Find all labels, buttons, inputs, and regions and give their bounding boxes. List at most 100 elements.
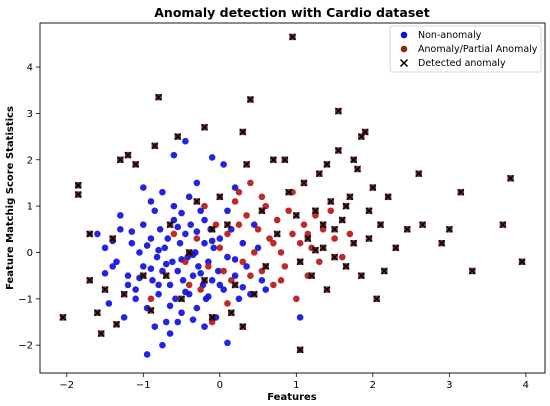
data-point-anomaly	[338, 253, 346, 261]
data-point-detected	[300, 179, 308, 187]
data-point-detected	[262, 262, 270, 270]
data-point-anomaly	[293, 295, 300, 303]
data-point-detected	[342, 202, 350, 210]
data-point-detected	[365, 207, 373, 215]
data-point-detected	[281, 156, 289, 164]
x-tick-label: −2	[59, 380, 74, 391]
legend-label-detected: Detected anomaly	[418, 58, 506, 69]
data-point-non-anomaly	[139, 263, 147, 270]
data-point-detected	[438, 239, 446, 247]
data-point-detected	[147, 306, 155, 314]
data-point-detected	[93, 309, 101, 317]
data-point-detected	[457, 188, 465, 196]
data-point-anomaly	[216, 244, 224, 252]
data-point-detected	[334, 147, 342, 154]
data-point-anomaly	[300, 221, 308, 228]
data-point-non-anomaly	[193, 179, 201, 187]
data-point-anomaly	[346, 230, 354, 238]
data-point-detected	[311, 207, 319, 215]
data-point-non-anomaly	[201, 216, 208, 224]
data-point-detected	[132, 160, 140, 168]
data-point-detected	[377, 221, 384, 229]
legend-label-non-anomaly: Non-anomaly	[418, 30, 482, 41]
data-point-non-anomaly	[166, 281, 174, 289]
data-point-non-anomaly	[124, 272, 132, 279]
data-point-detected	[373, 295, 381, 303]
data-point-anomaly	[201, 202, 208, 210]
y-tick-label: −2	[18, 341, 33, 352]
data-point-anomaly	[182, 258, 189, 266]
data-point-non-anomaly	[139, 221, 147, 228]
data-point-non-anomaly	[143, 351, 151, 358]
data-point-non-anomaly	[224, 339, 231, 347]
data-point-detected	[201, 123, 208, 131]
data-point-anomaly	[197, 286, 204, 293]
data-point-detected	[224, 221, 231, 229]
data-point-non-anomaly	[105, 300, 113, 307]
data-point-detected	[273, 230, 281, 238]
legend-box	[389, 25, 542, 73]
data-point-non-anomaly	[153, 253, 161, 261]
data-point-detected	[239, 128, 247, 136]
data-point-non-anomaly	[162, 260, 170, 268]
data-point-non-anomaly	[208, 154, 216, 161]
data-point-anomaly	[277, 249, 285, 256]
data-point-anomaly	[247, 179, 254, 187]
data-point-anomaly	[193, 235, 201, 242]
data-point-detected	[357, 133, 365, 141]
data-point-non-anomaly	[205, 258, 212, 266]
data-point-detected	[334, 107, 342, 115]
data-point-detected	[216, 193, 224, 201]
data-point-non-anomaly	[151, 323, 159, 330]
data-point-detected	[97, 330, 105, 338]
data-point-detected	[350, 156, 358, 164]
data-point-detected	[331, 225, 339, 233]
data-point-detected	[166, 221, 174, 229]
data-point-detected	[227, 309, 235, 317]
data-point-anomaly	[250, 249, 258, 256]
data-point-non-anomaly	[101, 244, 109, 252]
data-point-non-anomaly	[189, 272, 197, 279]
data-point-non-anomaly	[117, 225, 124, 233]
data-point-anomaly	[243, 212, 250, 219]
data-point-non-anomaly	[193, 228, 201, 235]
data-point-detected	[124, 151, 132, 159]
data-point-non-anomaly	[113, 258, 120, 266]
x-axis: −2 −1 0 1 2 3 4	[59, 373, 529, 391]
data-point-non-anomaly	[239, 283, 247, 291]
data-point-anomaly	[235, 188, 243, 196]
data-point-detected	[507, 174, 515, 182]
data-point-anomaly	[331, 235, 338, 242]
y-tick-label: 1	[27, 202, 33, 213]
data-point-detected	[246, 96, 254, 103]
x-tick-label: −1	[136, 380, 151, 391]
data-point-anomaly	[185, 281, 193, 289]
series-anomaly	[147, 179, 354, 326]
data-point-detected	[155, 93, 163, 101]
data-point-non-anomaly	[170, 202, 178, 210]
data-point-anomaly	[270, 281, 277, 289]
data-point-detected	[319, 244, 327, 252]
data-point-detected	[74, 191, 82, 198]
data-point-non-anomaly	[201, 239, 208, 247]
y-tick-label: 3	[27, 109, 33, 120]
data-point-non-anomaly	[147, 265, 155, 272]
data-point-anomaly	[239, 258, 247, 266]
series-non-anomaly	[94, 137, 304, 358]
data-point-detected	[338, 216, 346, 224]
data-point-detected	[116, 156, 124, 164]
data-point-non-anomaly	[164, 235, 172, 242]
data-point-anomaly	[258, 193, 266, 201]
data-point-detected	[139, 272, 147, 280]
legend-marker-anomaly	[400, 45, 408, 53]
data-point-anomaly	[296, 239, 304, 247]
data-point-detected	[384, 193, 392, 201]
data-point-anomaly	[285, 207, 292, 215]
data-point-anomaly	[289, 230, 296, 238]
data-point-non-anomaly	[262, 286, 270, 293]
y-axis: −2 −1 0 1 2 3 4	[18, 63, 40, 352]
data-point-non-anomaly	[174, 267, 182, 275]
data-point-detected	[193, 198, 201, 205]
data-point-non-anomaly	[220, 161, 227, 168]
